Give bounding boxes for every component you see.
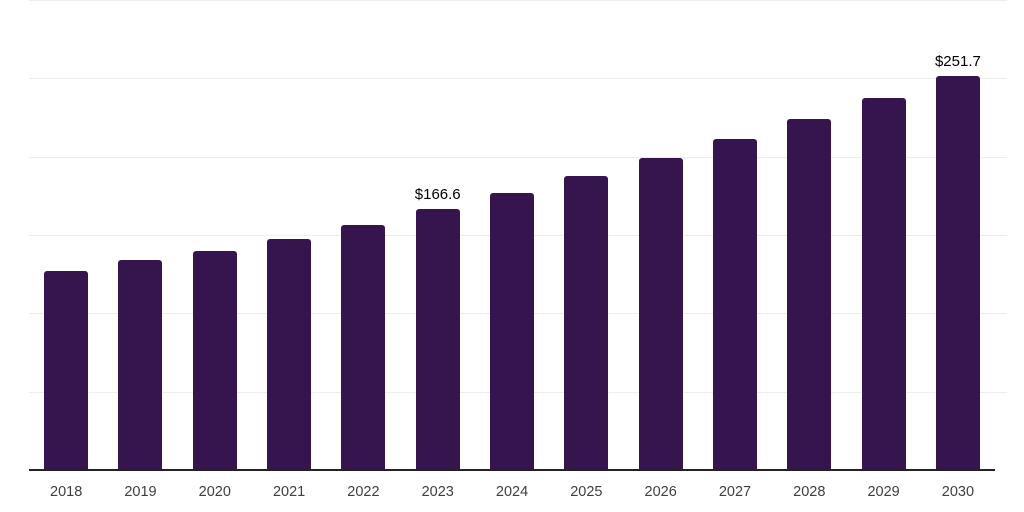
bar-2024 <box>490 192 535 470</box>
x-tick-2018: 2018 <box>50 484 83 500</box>
x-tick-2020: 2020 <box>198 484 231 500</box>
x-tick-2022: 2022 <box>347 484 380 500</box>
bar-band-2028 <box>772 0 846 470</box>
x-tick-2027: 2027 <box>718 484 752 500</box>
bars: $166.6 $251.7 <box>29 0 995 470</box>
bar-2021 <box>267 239 312 470</box>
bar-2029 <box>861 98 906 470</box>
bar-band-2021 <box>252 0 326 470</box>
bar-band-2030: $251.7 <box>921 0 995 470</box>
bar-2019 <box>118 260 163 470</box>
bar-band-2029 <box>846 0 920 470</box>
bar-2023 <box>415 209 460 470</box>
bar-2020 <box>192 250 237 470</box>
x-tick-2019: 2019 <box>124 484 157 500</box>
x-tick-2025: 2025 <box>570 484 603 500</box>
x-tick-2028: 2028 <box>793 484 826 500</box>
bar-band-2024 <box>475 0 549 470</box>
x-tick-2026: 2026 <box>644 484 677 500</box>
gridline-300 <box>29 0 1007 1</box>
bar-band-2018 <box>29 0 103 470</box>
bar-band-2025 <box>549 0 623 470</box>
bar-band-2026 <box>624 0 698 470</box>
bar-band-2023: $166.6 <box>401 0 475 470</box>
data-label-2030: $251.7 <box>934 52 981 70</box>
gridline-200 <box>29 156 1007 158</box>
bar-2018 <box>44 270 89 470</box>
bar-band-2022 <box>326 0 400 470</box>
x-axis-labels: 2018 2019 2020 2021 2022 2023 2024 2025 2026 2027… <box>29 484 995 501</box>
x-tick-2021: 2021 <box>272 484 306 500</box>
bar-2022 <box>341 224 386 470</box>
bar-band-2027 <box>698 0 772 470</box>
x-tick-2030: 2030 <box>941 484 975 500</box>
data-label-2023: $166.6 <box>414 186 461 203</box>
x-axis-line <box>29 469 995 471</box>
x-tick-2029: 2029 <box>867 484 900 500</box>
bar-2027 <box>712 139 757 470</box>
bar-2028 <box>787 119 832 470</box>
plot-area: $166.6 $251.7 <box>29 0 1007 471</box>
bar-band-2019 <box>103 0 177 470</box>
x-tick-2024: 2024 <box>495 484 529 500</box>
bar-band-2020 <box>178 0 252 470</box>
bar-2025 <box>564 176 609 470</box>
x-tick-2023: 2023 <box>421 484 454 500</box>
bar-2026 <box>638 157 683 470</box>
bar-2030 <box>935 75 980 470</box>
gridline-250 <box>29 78 1007 80</box>
